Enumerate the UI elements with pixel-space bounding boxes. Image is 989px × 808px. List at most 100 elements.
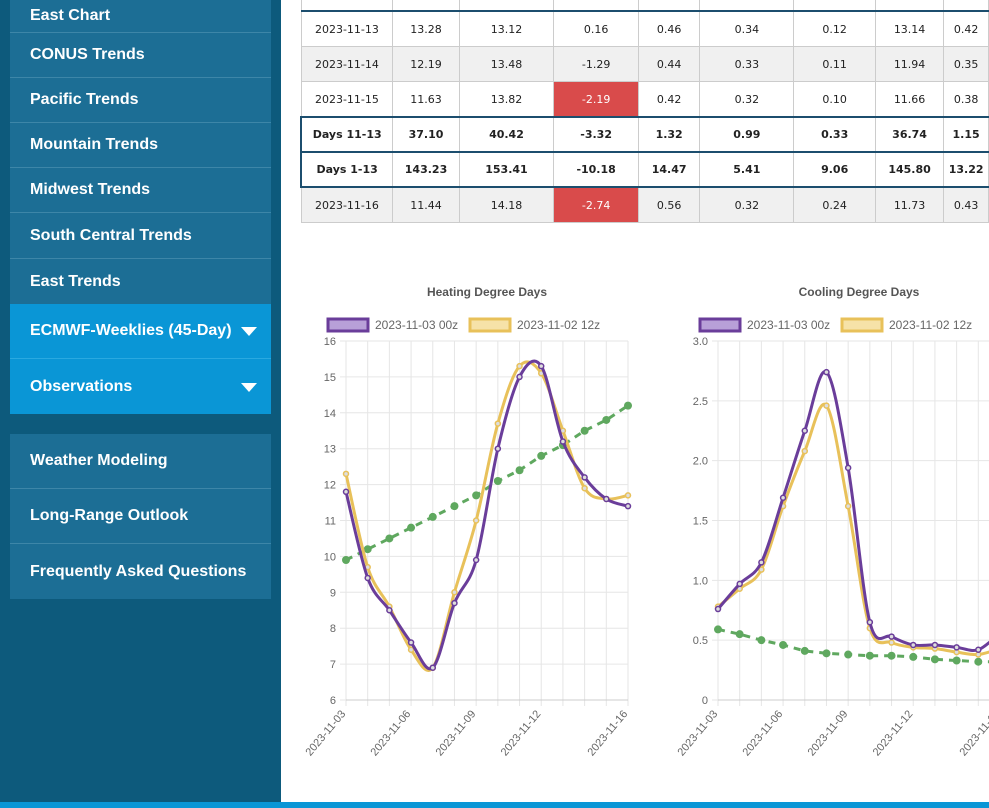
- table-cell: 0.33: [699, 46, 795, 82]
- data-point: [624, 492, 632, 499]
- data-point: [580, 426, 589, 435]
- sidebar-item-pacific-trends[interactable]: Pacific Trends: [10, 78, 271, 123]
- data-point: [779, 494, 787, 502]
- data-point: [975, 646, 982, 653]
- sidebar-item-label: Pacific Trends: [30, 91, 139, 108]
- y-tick-label: 15: [324, 372, 336, 384]
- y-tick-label: 3.0: [693, 336, 708, 348]
- series-line-1: [344, 359, 629, 671]
- sidebar-item-label: ECMWF-Weeklies (45-Day): [30, 322, 232, 339]
- data-point: [888, 633, 895, 640]
- sidebar-item-east-trends[interactable]: East Trends: [10, 259, 271, 304]
- data-point: [493, 477, 502, 486]
- data-point: [342, 555, 350, 564]
- chart-title: Cooling Degree Days: [799, 285, 920, 299]
- x-tick-label: 2023-11-16: [957, 708, 989, 758]
- sidebar-item-mountain-trends[interactable]: Mountain Trends: [10, 123, 271, 168]
- table-cell: 13.14: [874, 10, 945, 47]
- data-point: [758, 559, 765, 566]
- x-tick-label: 2023-11-12: [871, 708, 916, 758]
- data-point: [494, 420, 502, 427]
- x-tick-label: 2023-11-03: [675, 708, 720, 758]
- table-cell: 5.41: [699, 151, 795, 188]
- hdd-chart: Heating Degree Days 2023-11-03 00z 2023-11…: [303, 285, 632, 758]
- sidebar-item-label: East Chart: [30, 6, 111, 24]
- data-point: [450, 502, 459, 511]
- y-tick-label: 1.0: [693, 575, 708, 587]
- table-cell: 13.82: [458, 81, 555, 118]
- table-cell: -10.18: [553, 151, 639, 188]
- data-point: [624, 502, 632, 510]
- degree-days-table: 2023-11-13 13.28 13.12 0.16 0.46 0.34 0.12 13.1…: [300, 0, 989, 223]
- table-cell: 145.80: [874, 151, 945, 188]
- table-cell: [392, 0, 460, 12]
- data-point: [472, 556, 480, 564]
- sidebar-item-south-central-trends[interactable]: South Central Trends: [10, 213, 271, 259]
- table-row: Days 11-13 37.10 40.42 -3.32 1.32 0.99 0.33 36.…: [300, 116, 989, 153]
- legend-label: 2023-11-02 12z: [889, 318, 972, 332]
- data-point: [823, 368, 830, 376]
- table-row: 2023-11-16 11.44 14.18 -2.74 0.56 0.32 0.24 11.…: [300, 186, 989, 223]
- sidebar-item-midwest-trends[interactable]: Midwest Trends: [10, 168, 271, 213]
- data-point: [931, 641, 939, 649]
- sidebar-item-east-chart[interactable]: East Chart: [10, 0, 271, 33]
- main-content: 2023-11-13 13.28 13.12 0.16 0.46 0.34 0.12 13.1…: [281, 0, 989, 802]
- sidebar-item-ecmwf-weeklies[interactable]: ECMWF-Weeklies (45-Day): [10, 304, 271, 359]
- sidebar-item-label: CONUS Trends: [30, 46, 145, 63]
- data-point: [429, 664, 437, 671]
- table-cell: [793, 0, 876, 12]
- table-cell: 0.32: [699, 81, 795, 118]
- chevron-down-icon[interactable]: [241, 327, 257, 336]
- sidebar-item-label: Weather Modeling: [30, 452, 168, 469]
- chart-title: Heating Degree Days: [427, 285, 547, 299]
- sidebar-item-conus-trends[interactable]: CONUS Trends: [10, 33, 271, 78]
- table-cell: 11.63: [392, 81, 460, 118]
- table-cell: 1.15: [943, 116, 989, 153]
- data-point: [909, 641, 917, 649]
- table-cell: 0.44: [637, 46, 701, 82]
- data-point: [559, 438, 567, 445]
- table-cell: 0.42: [943, 10, 989, 47]
- y-tick-label: 12: [324, 480, 336, 492]
- y-tick-label: 1.5: [693, 516, 708, 528]
- table-cell: 0.32: [699, 186, 795, 223]
- sidebar-item-long-range-outlook[interactable]: Long-Range Outlook: [10, 489, 271, 544]
- sidebar-item-observations[interactable]: Observations: [10, 359, 271, 414]
- table-cell: 12.19: [392, 46, 460, 82]
- table-row: 2023-11-14 12.19 13.48 -1.29 0.44 0.33 0.11 11.…: [300, 46, 989, 82]
- data-point: [537, 451, 546, 460]
- data-point: [714, 605, 722, 613]
- table-cell: Days 1-13: [300, 151, 394, 188]
- table-cell: 0.99: [699, 116, 795, 153]
- data-point: [844, 502, 852, 510]
- table-row: [300, 0, 989, 12]
- sidebar-item-faq[interactable]: Frequently Asked Questions: [10, 544, 271, 599]
- data-point: [603, 495, 610, 503]
- y-tick-label: 10: [324, 551, 336, 563]
- table-cell: 0.10: [793, 81, 876, 118]
- table-cell: [943, 0, 989, 12]
- data-point: [472, 517, 480, 524]
- series-line-2: [344, 360, 629, 672]
- table-cell: -2.19: [553, 81, 639, 118]
- sidebar-item-weather-modeling[interactable]: Weather Modeling: [10, 434, 271, 489]
- data-point: [515, 466, 524, 475]
- x-tick-label: 2023-11-09: [806, 708, 851, 758]
- chevron-down-icon[interactable]: [241, 382, 257, 392]
- table-cell: 14.47: [637, 151, 701, 188]
- table-cell: 0.35: [943, 46, 989, 82]
- y-tick-label: 9: [330, 587, 336, 599]
- sidebar-item-label: Observations: [30, 377, 133, 395]
- legend-swatch: [698, 317, 742, 333]
- data-point: [364, 574, 371, 582]
- legend-label: 2023-11-03 00z: [747, 318, 830, 332]
- data-point: [887, 651, 896, 660]
- data-point: [844, 464, 852, 472]
- data-point: [581, 474, 588, 481]
- table-cell: 13.12: [458, 10, 555, 47]
- table-cell: 0.11: [793, 46, 876, 82]
- table-cell: -1.29: [553, 46, 639, 82]
- table-cell: 0.33: [793, 116, 876, 153]
- y-tick-label: 0.5: [693, 635, 708, 647]
- table-row: 2023-11-13 13.28 13.12 0.16 0.46 0.34 0.12 13.1…: [300, 10, 989, 47]
